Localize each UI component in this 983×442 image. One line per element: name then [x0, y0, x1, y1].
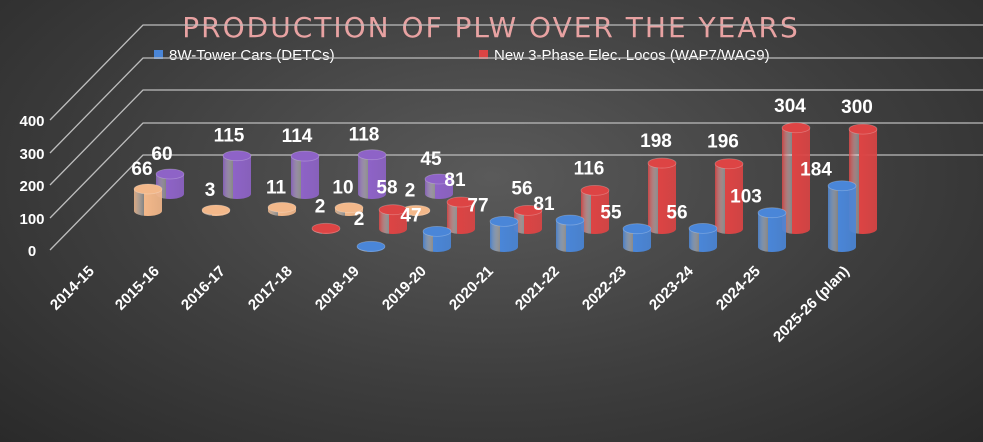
bar-s3-c0	[155, 168, 185, 199]
y-tick-label: 400	[19, 113, 44, 130]
bar-s0-c8	[622, 223, 652, 252]
legend-label-elec-locos: New 3-Phase Elec. Locos (WAP7/WAG9)	[494, 47, 770, 64]
y-tick-label: 0	[28, 243, 36, 260]
bar-s2-c0	[133, 183, 163, 216]
x-tick-label: 2017-18	[245, 263, 296, 314]
legend-swatch-elec-locos	[479, 50, 488, 59]
bar-s1-c9	[714, 158, 744, 234]
bar-s1-c7	[580, 184, 610, 234]
legend-swatch-tower-cars	[154, 50, 163, 59]
data-label: 304	[774, 96, 806, 117]
data-label: 184	[800, 160, 832, 181]
bar-s3-c2	[290, 150, 320, 199]
bar-s1-c6	[513, 204, 543, 234]
y-tick-label: 200	[19, 178, 44, 195]
data-label: 58	[376, 178, 397, 199]
x-tick-label: 2014-15	[47, 263, 98, 314]
data-label: 196	[707, 132, 739, 153]
bar-s0-c10	[757, 207, 787, 252]
x-tick-label: 2022-23	[579, 263, 630, 314]
bar-s3-c4	[424, 173, 454, 199]
data-label: 11	[266, 177, 287, 198]
data-label: 114	[282, 126, 313, 147]
bar-s2-c2	[267, 201, 297, 216]
bar-s0-c6	[489, 215, 519, 252]
data-label: 103	[730, 187, 762, 208]
x-tick-label: 2015-16	[112, 263, 163, 314]
x-tick-label: 2023-24	[646, 262, 697, 313]
bar-s0-c9	[688, 222, 718, 252]
bar-s0-c11	[827, 180, 857, 252]
data-label: 81	[533, 194, 555, 215]
bar-s1-c8	[647, 157, 677, 234]
x-tick-label: 2021-22	[512, 263, 563, 314]
legend: 8W-Tower Cars (DETCs) New 3-Phase Elec. …	[154, 47, 770, 64]
data-label: 55	[600, 203, 622, 224]
bar-s1-c10	[781, 122, 811, 234]
x-axis: 2014-15 2015-16 2016-17 2017-18 2018-19 2019-…	[47, 262, 853, 345]
x-tick-label: 2016-17	[178, 263, 229, 314]
gridline	[49, 89, 983, 186]
bar-s3-c1	[222, 150, 252, 199]
data-label: 77	[467, 195, 488, 216]
x-tick-label: 2024-25	[713, 263, 764, 314]
data-label: 2	[315, 196, 326, 217]
data-label: 66	[131, 159, 152, 180]
data-label: 47	[400, 205, 421, 226]
data-label: 81	[444, 170, 466, 191]
x-tick-label: 2020-21	[446, 263, 497, 314]
bar-s2-c3	[334, 202, 364, 216]
data-label: 2	[354, 209, 365, 230]
data-label: 56	[666, 202, 687, 223]
bar-s0-c4	[356, 240, 386, 252]
data-label: 45	[420, 149, 442, 170]
bars	[133, 122, 878, 252]
y-axis: 0 100 200 300 400	[19, 113, 44, 260]
data-label: 300	[841, 97, 873, 118]
gridlines	[49, 24, 983, 251]
legend-label-tower-cars: 8W-Tower Cars (DETCs)	[169, 47, 335, 64]
bar-s1-c4	[378, 204, 408, 234]
gridline	[49, 57, 983, 154]
bar-s2-c1	[201, 204, 231, 216]
data-label: 2	[405, 180, 416, 201]
data-label: 115	[214, 126, 245, 147]
data-label: 3	[205, 180, 216, 201]
gridline	[49, 122, 983, 219]
chart-title: PRODUCTION OF PLW OVER THE YEARS	[182, 11, 799, 44]
gridline	[49, 154, 983, 251]
data-label: 118	[349, 125, 380, 146]
bar-s2-c4	[401, 204, 431, 216]
data-label: 198	[640, 131, 672, 152]
x-tick-label: 2018-19	[312, 263, 363, 314]
bar-s1-c3	[311, 222, 341, 234]
data-label: 116	[574, 158, 605, 179]
bar-s3-c3	[357, 149, 387, 199]
y-tick-label: 100	[19, 211, 44, 228]
bar-s1-c5	[446, 196, 476, 234]
y-tick-label: 300	[19, 146, 44, 163]
data-label: 56	[511, 178, 532, 199]
data-label: 60	[151, 144, 172, 165]
gridline	[49, 24, 983, 121]
data-label: 10	[332, 178, 353, 199]
x-tick-label: 2025-26 (plan)	[770, 263, 853, 346]
x-tick-label: 2019-20	[379, 263, 430, 314]
bar-s0-c5	[422, 225, 452, 252]
bar-s0-c7	[555, 214, 585, 252]
